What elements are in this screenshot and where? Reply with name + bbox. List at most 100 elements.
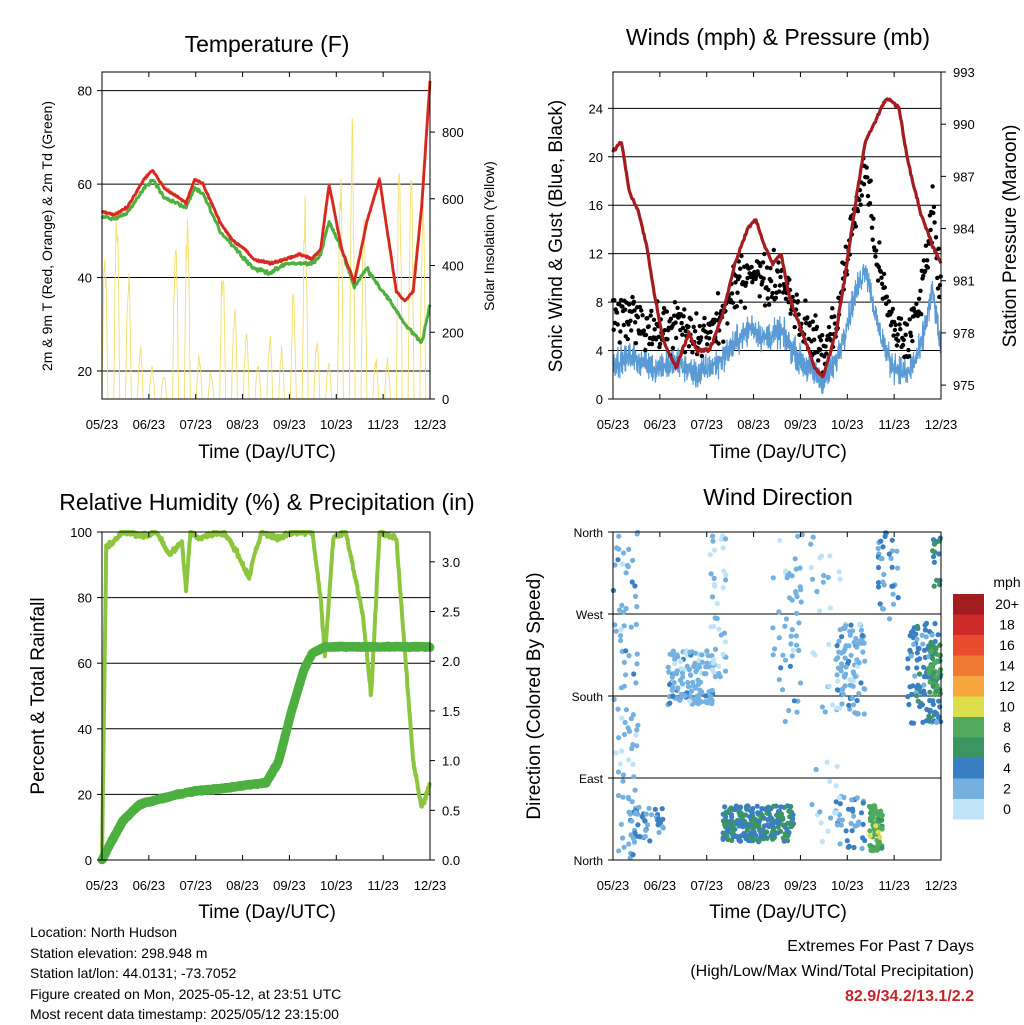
direction-point	[679, 670, 686, 676]
direction-point	[726, 821, 732, 827]
direction-point	[905, 665, 911, 671]
gust-point	[921, 273, 926, 279]
direction-point	[887, 616, 893, 622]
humidity-left-axis-label: Percent & Total Rainfall	[28, 597, 49, 794]
direction-point	[860, 821, 866, 828]
direction-point	[619, 602, 625, 609]
direction-point	[821, 572, 827, 579]
gust-point	[823, 344, 828, 349]
direction-point	[723, 577, 729, 583]
direction-point	[632, 593, 639, 600]
gust-point	[643, 332, 649, 338]
direction-point	[869, 810, 876, 816]
direction-point	[642, 833, 648, 840]
direction-point	[921, 647, 928, 653]
direction-point	[703, 664, 709, 670]
direction-point	[786, 595, 793, 601]
gust-point	[756, 272, 761, 277]
gust-point	[775, 269, 780, 274]
humidity-title: Relative Humidity (%) & Precipitation (i…	[59, 489, 474, 515]
direction-point	[878, 538, 884, 544]
gust-point	[686, 344, 692, 349]
direction-point	[921, 688, 927, 694]
gust-point	[871, 216, 876, 221]
direction-point	[930, 554, 937, 560]
gust-point	[937, 294, 942, 300]
y-tick-label: 40	[78, 271, 92, 286]
direction-point	[789, 627, 795, 633]
direction-point	[687, 698, 693, 704]
direction-point	[809, 801, 815, 808]
direction-point	[781, 838, 787, 844]
direction-point	[933, 719, 940, 726]
gust-point	[618, 297, 624, 303]
x-tick-label: 10/23	[831, 878, 864, 893]
colorbar-swatch	[953, 614, 984, 635]
gust-point	[725, 321, 730, 326]
direction-point	[843, 664, 849, 670]
humidity-x-axis-label: Time (Day/UTC)	[198, 902, 336, 923]
gust-point	[914, 301, 919, 307]
gust-point	[813, 313, 818, 318]
humidity-panel: Relative Humidity (%) & Precipitation (i…	[28, 489, 475, 923]
direction-point	[852, 710, 858, 716]
humidity-axis-ticks: 05/23 06/23 07/23 08/23 09/23 10/23 11/23 12/23…	[70, 525, 460, 893]
gust-point	[714, 311, 719, 316]
direction-point	[708, 571, 714, 577]
gust-point	[626, 302, 632, 307]
direction-point	[768, 833, 774, 839]
direction-point	[840, 686, 846, 692]
direction-point	[937, 642, 943, 648]
gust-point	[657, 341, 663, 347]
relative-humidity-line	[100, 530, 432, 861]
direction-point	[825, 828, 831, 834]
direction-point	[708, 693, 714, 699]
direction-point	[848, 622, 854, 628]
gust-point	[643, 348, 648, 353]
gust-point	[888, 323, 894, 328]
direction-point	[709, 594, 716, 600]
colorbar-label: 6	[1003, 740, 1011, 756]
direction-point	[621, 659, 628, 666]
gust-point	[927, 213, 933, 218]
y-tick-label: 12	[589, 247, 603, 262]
direction-point	[620, 835, 626, 841]
gust-point	[870, 237, 875, 242]
direction-point	[797, 565, 803, 571]
direction-point	[674, 671, 680, 677]
direction-point	[634, 604, 640, 610]
gust-point	[771, 247, 776, 253]
gust-point	[907, 317, 912, 322]
gust-point	[810, 319, 815, 324]
direction-point	[744, 827, 751, 833]
direction-point	[660, 825, 666, 831]
direction-point	[790, 647, 796, 653]
direction-point	[635, 822, 641, 828]
direction-point	[690, 679, 696, 685]
direction-point	[881, 571, 887, 578]
direction-point	[754, 803, 760, 809]
direction-point	[845, 844, 851, 850]
gust-point	[762, 251, 767, 257]
direction-point	[829, 702, 836, 708]
gust-point	[705, 342, 710, 347]
gust-point	[674, 335, 679, 341]
direction-point	[785, 820, 791, 826]
y-tick-label: East	[579, 772, 604, 786]
gust-point	[768, 266, 773, 271]
x-tick-label: 10/23	[320, 878, 353, 893]
direction-point	[853, 635, 859, 642]
direction-point	[685, 684, 692, 690]
gust-point	[733, 273, 739, 279]
direction-point	[772, 646, 778, 652]
x-tick-label: 11/23	[878, 878, 910, 893]
gust-point	[665, 337, 670, 342]
direction-point	[794, 709, 800, 715]
direction-point	[880, 544, 886, 550]
direction-point	[643, 811, 649, 817]
gust-point	[681, 314, 686, 319]
direction-point	[824, 759, 830, 765]
direction-point	[621, 623, 627, 629]
direction-point	[671, 680, 677, 686]
gust-point	[916, 296, 922, 301]
